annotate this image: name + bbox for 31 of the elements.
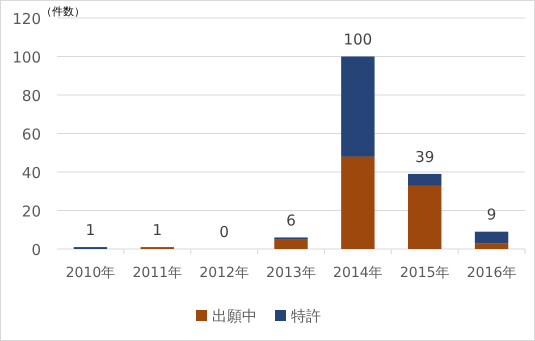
bar xyxy=(274,239,308,249)
y-axis-title: （件数） xyxy=(41,5,85,18)
y-tick-label: 80 xyxy=(22,87,41,105)
x-tick-label: 2015年 xyxy=(400,265,450,281)
y-tick-label: 100 xyxy=(12,48,41,66)
total-label: 39 xyxy=(415,148,434,166)
total-label: 1 xyxy=(86,221,96,240)
y-tick-label: 20 xyxy=(22,202,41,220)
bar xyxy=(408,174,442,186)
x-tick-label: 2014年 xyxy=(333,265,383,281)
y-tick-label: 40 xyxy=(22,164,41,182)
x-tick-label: 2011年 xyxy=(132,265,182,281)
bar xyxy=(474,243,508,249)
y-tick-label: 0 xyxy=(31,241,41,259)
total-label: 1 xyxy=(152,221,162,240)
legend-label: 出願中 xyxy=(212,307,257,325)
bar xyxy=(341,156,375,249)
bar xyxy=(408,185,442,249)
total-label: 100 xyxy=(344,30,372,48)
x-tick-label: 2016年 xyxy=(466,265,516,281)
total-label: 9 xyxy=(486,206,496,224)
y-tick-label: 60 xyxy=(22,126,41,144)
legend-label: 特許 xyxy=(291,307,321,325)
x-tick-label: 2013年 xyxy=(266,265,316,281)
total-label: 0 xyxy=(219,223,229,241)
y-tick-label: 120 xyxy=(12,10,41,28)
x-tick-label: 2012年 xyxy=(199,265,249,281)
bar xyxy=(341,56,375,157)
bar xyxy=(474,232,508,244)
total-label: 6 xyxy=(286,211,296,230)
x-tick-label: 2010年 xyxy=(66,265,116,281)
